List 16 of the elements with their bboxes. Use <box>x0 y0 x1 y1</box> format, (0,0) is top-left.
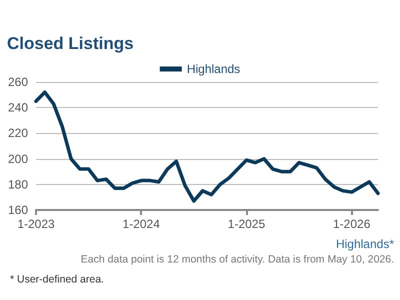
x-tick-label: 1-2026 <box>333 217 371 231</box>
y-tick-label: 220 <box>8 126 28 140</box>
y-tick-label: 260 <box>8 75 28 89</box>
text: Each data point is 12 months of activity. Data is from May 10, 2026. <box>80 254 394 266</box>
legend-label: Highlands <box>186 62 240 76</box>
y-tick-label: 200 <box>8 152 28 166</box>
line-series <box>34 90 380 203</box>
x-tick-label: 1-2023 <box>17 217 56 231</box>
text: Highlands* <box>336 237 394 251</box>
y-tick-label: 180 <box>8 177 28 192</box>
chart-title: Closed Listings <box>7 34 134 53</box>
y-tick-label: 160 <box>8 203 28 217</box>
text: * User-defined area. <box>10 274 104 286</box>
x-tick-label: 1-2024 <box>122 217 160 231</box>
y-tick-label: 240 <box>8 100 28 115</box>
x-tick-label: 1-2025 <box>228 217 266 231</box>
